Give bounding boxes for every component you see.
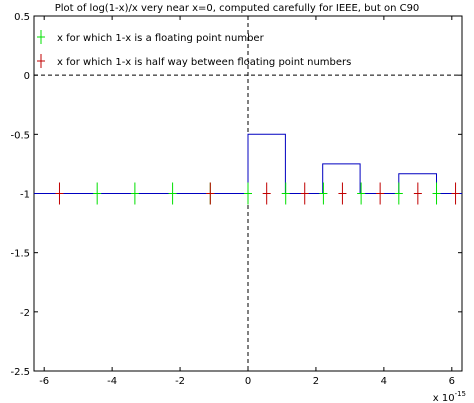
x-axis: -6 -4 -2 0 2 4 6: [39, 16, 455, 387]
x-tick-label: -2: [175, 376, 185, 387]
y-tick-label: 0.5: [14, 12, 30, 23]
y-tick-label: -1: [20, 190, 30, 201]
series-layer: [34, 133, 462, 205]
legend-entry-red: x for which 1-x is half way between floa…: [37, 54, 351, 68]
legend-label-green: x for which 1-x is a floating point numb…: [57, 33, 265, 44]
x-tick-label: -4: [107, 376, 117, 387]
series-line: [34, 133, 462, 194]
x-tick-label: 0: [245, 376, 251, 387]
x-tick-label: -6: [39, 376, 49, 387]
y-tick-label: -2: [20, 308, 30, 319]
x-multiplier-label: x 10-15: [433, 390, 466, 403]
x-tick-label: 2: [313, 376, 319, 387]
y-tick-label: 0: [24, 71, 30, 82]
x-tick-label: 4: [381, 376, 387, 387]
legend: x for which 1-x is a floating point numb…: [37, 30, 351, 68]
legend-entry-green: x for which 1-x is a floating point numb…: [37, 30, 265, 44]
y-tick-label: -1.5: [10, 249, 30, 260]
legend-label-red: x for which 1-x is half way between floa…: [57, 57, 351, 68]
chart-title: Plot of log(1-x)/x very near x=0, comput…: [55, 3, 420, 14]
y-tick-label: -0.5: [10, 130, 30, 141]
x-tick-label: 6: [449, 376, 455, 387]
y-tick-label: -2.5: [10, 367, 30, 378]
